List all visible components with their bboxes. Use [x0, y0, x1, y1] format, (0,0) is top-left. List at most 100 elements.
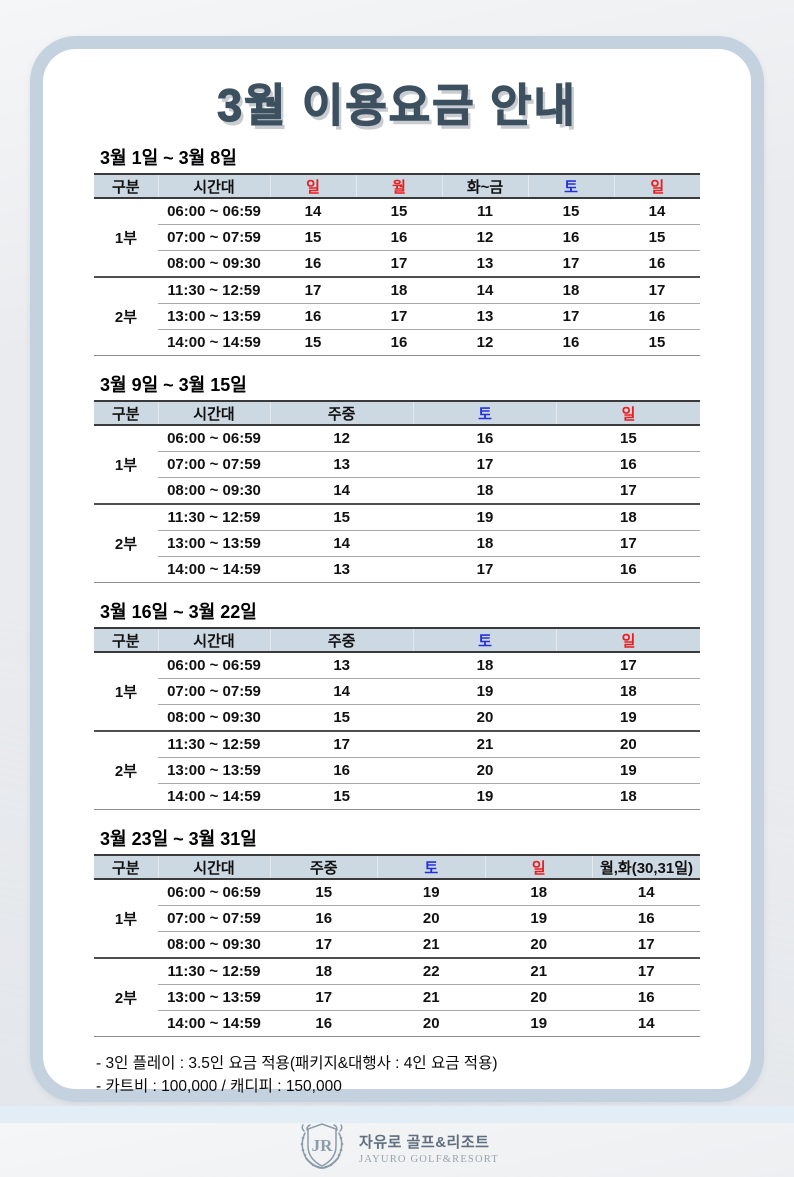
- time-slot: 08:00 ~ 09:30: [158, 931, 270, 958]
- price-cell: 20: [485, 931, 593, 958]
- bottom-accent-band: [0, 1106, 794, 1123]
- logo-name-english: JAYURO GOLF&RESORT: [359, 1153, 499, 1165]
- column-header-4: 일: [484, 855, 593, 879]
- price-cell: 17: [592, 957, 700, 985]
- section-title: 3월 23일 ~ 3월 31일: [100, 829, 257, 849]
- price-cell: 19: [485, 1010, 593, 1037]
- price-cell: 13: [270, 451, 414, 478]
- price-cell: 16: [270, 757, 414, 784]
- session-label: 2부: [94, 503, 158, 583]
- price-cell: 15: [270, 783, 414, 810]
- price-cell: 17: [619, 657, 637, 674]
- column-header-2: 주중: [269, 855, 378, 879]
- price-cell: 20: [556, 730, 700, 758]
- price-cell: 14: [304, 203, 322, 220]
- time-slot: 08:00 ~ 09:30: [158, 704, 270, 731]
- column-header-4: 화~금: [441, 174, 528, 198]
- price-cell: 15: [614, 329, 700, 356]
- price-cell: 20: [377, 1010, 485, 1037]
- price-cell: 15: [315, 884, 333, 901]
- price-cell: 14: [270, 678, 414, 705]
- column-header-2: 주중: [269, 628, 414, 652]
- price-cell: 17: [270, 931, 378, 958]
- price-cell: 16: [556, 556, 700, 583]
- time-slot: 07:00 ~ 07:59: [158, 451, 270, 478]
- session-label: 1부: [114, 230, 138, 247]
- column-header-5: 월,화(30,31일): [592, 855, 700, 879]
- logo-text-block: 자유로 골프&리조트 JAYURO GOLF&RESORT: [359, 1131, 499, 1165]
- price-cell: 13: [333, 657, 350, 674]
- time-slot: 06:00 ~ 06:59: [167, 884, 261, 901]
- session-label: 2부: [94, 276, 158, 356]
- time-slot: 06:00 ~ 06:59: [167, 657, 261, 674]
- time-slot: 07:00 ~ 07:59: [158, 905, 270, 932]
- price-cell: 17: [270, 730, 414, 758]
- time-slot: 14:00 ~ 14:59: [158, 1010, 270, 1037]
- time-slot: 07:00 ~ 07:59: [158, 224, 270, 251]
- price-cell: 15: [270, 704, 414, 731]
- column-header-6: 일: [613, 174, 700, 198]
- time-slot: 11:30 ~ 12:59: [158, 503, 270, 531]
- price-cell: 19: [556, 757, 700, 784]
- column-header-2: 일: [269, 174, 356, 198]
- price-cell: 14: [592, 1010, 700, 1037]
- price-cell: 14: [648, 203, 666, 220]
- price-cell: 15: [390, 203, 408, 220]
- time-slot: 06:00 ~ 06:59: [167, 430, 261, 447]
- column-header-1: 시간대: [157, 174, 270, 198]
- price-cell: 16: [592, 905, 700, 932]
- price-cell: 17: [556, 530, 700, 557]
- price-cell: 18: [556, 783, 700, 810]
- price-cell: 19: [413, 503, 557, 531]
- rate-table-mar-23-31: 구분 시간대 주중 토 일 월,화(30,31일) 1부 06:00 ~ 06:59 15 19 1…: [94, 854, 700, 1037]
- price-cell: 19: [422, 884, 440, 901]
- session-label: 1부: [114, 911, 138, 928]
- session-label: 2부: [94, 957, 158, 1037]
- price-cell: 17: [413, 451, 557, 478]
- price-cell: 16: [614, 303, 700, 330]
- price-cell: 21: [377, 931, 485, 958]
- price-cell: 20: [377, 905, 485, 932]
- price-cell: 20: [485, 984, 593, 1011]
- price-cell: 16: [592, 984, 700, 1011]
- time-slot: 13:00 ~ 13:59: [158, 757, 270, 784]
- column-header-3: 토: [377, 855, 485, 879]
- price-cell: 15: [619, 430, 637, 447]
- price-cell: 18: [476, 657, 494, 674]
- price-cell: 21: [377, 984, 485, 1011]
- column-header-4: 일: [556, 628, 700, 652]
- price-cell: 14: [442, 276, 528, 304]
- price-cell: 17: [270, 984, 378, 1011]
- price-cell: 16: [556, 451, 700, 478]
- column-header-2: 주중: [269, 401, 414, 425]
- section-title: 3월 1일 ~ 3월 8일: [100, 148, 237, 168]
- price-cell: 12: [333, 430, 350, 447]
- time-slot: 11:30 ~ 12:59: [158, 957, 270, 985]
- price-cell: 13: [442, 250, 528, 277]
- page-title: 3월 이용요금 안내: [216, 79, 577, 131]
- logo-name-korean: 자유로 골프&리조트: [359, 1133, 490, 1151]
- price-cell: 16: [270, 303, 356, 330]
- column-header-1: 시간대: [157, 401, 270, 425]
- price-cell: 18: [270, 957, 378, 985]
- column-header-0: 구분: [111, 859, 140, 877]
- price-cell: 16: [356, 329, 442, 356]
- price-cell: 14: [270, 477, 414, 504]
- column-header-4: 일: [556, 401, 700, 425]
- price-cell: 16: [270, 905, 378, 932]
- column-header-3: 월: [355, 174, 442, 198]
- price-cell: 17: [413, 556, 557, 583]
- price-cell: 15: [270, 329, 356, 356]
- price-cell: 16: [270, 1010, 378, 1037]
- price-cell: 19: [413, 783, 557, 810]
- note-cart-caddie-fee: - 카트비 : 100,000 / 캐디피 : 150,000: [96, 1078, 342, 1095]
- column-header-5: 토: [527, 174, 614, 198]
- time-slot: 14:00 ~ 14:59: [158, 556, 270, 583]
- time-slot: 06:00 ~ 06:59: [167, 203, 261, 220]
- time-slot: 13:00 ~ 13:59: [158, 984, 270, 1011]
- section-title: 3월 9일 ~ 3월 15일: [100, 375, 247, 395]
- price-cell: 17: [614, 276, 700, 304]
- time-slot: 07:00 ~ 07:59: [158, 678, 270, 705]
- price-cell: 12: [442, 224, 528, 251]
- section-mar-9-15: 3월 9일 ~ 3월 15일 구분 시간대 주중 토 일 1부 06:00 ~ 06:59 1…: [94, 371, 700, 583]
